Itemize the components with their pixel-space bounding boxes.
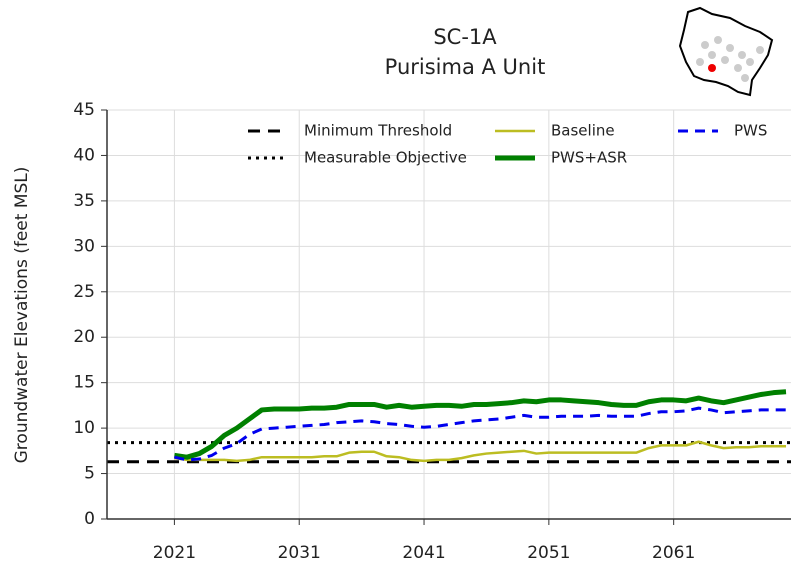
legend-label: PWS+ASR	[551, 149, 627, 167]
y-axis-label: Groundwater Elevations (feet MSL)	[12, 167, 32, 464]
y-tick-label: 30	[73, 236, 95, 256]
y-tick-label: 20	[73, 327, 95, 347]
well-location	[708, 64, 716, 72]
legend-label: Measurable Objective	[304, 149, 467, 167]
y-tick-label: 40	[73, 145, 95, 165]
chart-title: SC-1A	[433, 25, 497, 49]
x-tick-label: 2041	[402, 543, 445, 563]
y-tick-label: 35	[73, 191, 95, 211]
y-tick-label: 0	[84, 509, 95, 529]
y-tick-label: 45	[73, 100, 95, 120]
legend-label: Minimum Threshold	[304, 122, 452, 140]
location-map	[678, 6, 774, 97]
y-tick-label: 15	[73, 373, 95, 393]
y-tick-label: 10	[73, 418, 95, 438]
legend-label: Baseline	[551, 122, 615, 140]
series-line	[174, 440, 787, 463]
grid	[107, 109, 791, 520]
plot-area	[107, 389, 791, 464]
y-tick-label: 25	[73, 282, 95, 302]
series-line	[174, 389, 787, 460]
basin-outline	[678, 6, 774, 97]
legend-label: PWS	[734, 122, 767, 140]
well-dots	[696, 36, 764, 82]
x-tick-label: 2051	[527, 543, 570, 563]
chart-subtitle: Purisima A Unit	[385, 55, 546, 79]
x-tick-label: 2031	[278, 543, 321, 563]
x-tick-label: 2021	[153, 543, 196, 563]
series-line	[174, 406, 787, 462]
x-tick-label: 2061	[652, 543, 695, 563]
y-tick-label: 5	[84, 464, 95, 484]
